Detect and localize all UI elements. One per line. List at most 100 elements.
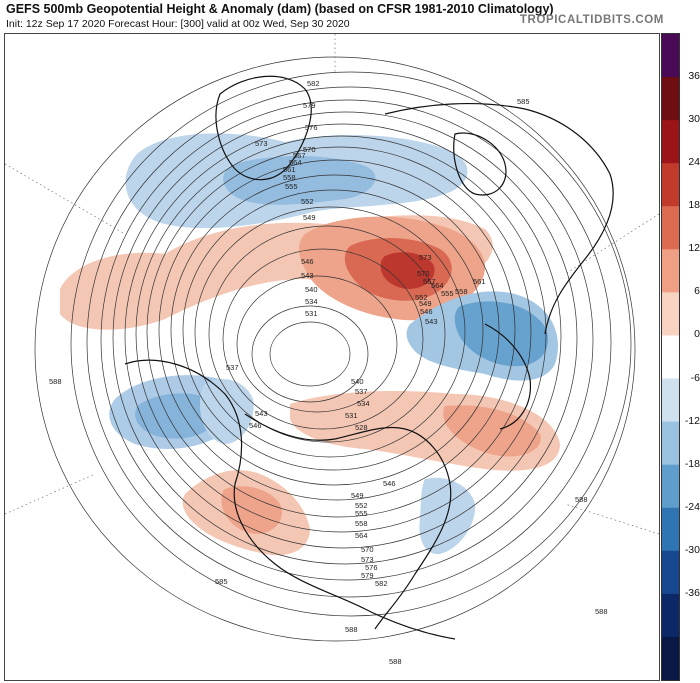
colorbar-tick-label: -6 — [690, 371, 700, 384]
contour-label: 540 — [305, 285, 318, 294]
contour-label: 588 — [389, 657, 402, 666]
contour-label: 543 — [301, 271, 314, 280]
negative-anomaly-north-core — [223, 155, 376, 205]
contour-label: 588 — [345, 625, 358, 634]
contour-label: 570 — [361, 545, 374, 554]
colorbar-tick-label: -12 — [684, 414, 700, 427]
contour-label: 552 — [301, 197, 314, 206]
graticule — [5, 34, 659, 535]
contour-label: 546 — [249, 421, 262, 430]
contour-label: 537 — [226, 363, 239, 372]
colorbar-tick-label: 12 — [688, 242, 700, 255]
coastlines — [124, 75, 614, 640]
colorbar-segment — [662, 464, 679, 509]
positive-anomaly-siberia-peak — [380, 252, 435, 289]
contour-label: 555 — [441, 289, 454, 298]
contour-label: 582 — [307, 79, 320, 88]
contour-label: 546 — [420, 307, 433, 316]
contour-label: 558 — [355, 519, 368, 528]
colorbar-tick-label: -36 — [684, 586, 700, 599]
map-panel: 582 579 576 573 570 567 564 561 558 555 … — [4, 33, 660, 681]
contour-label: 561 — [473, 277, 486, 286]
contour-label: 588 — [575, 495, 588, 504]
colorbar-tick-label: 36 — [688, 70, 700, 83]
colorbar-tick-label: 0 — [694, 328, 700, 341]
colorbar-tick-label: 6 — [694, 285, 700, 298]
contour-label: 549 — [351, 491, 364, 500]
contour-label: 534 — [357, 399, 370, 408]
contour-label: 543 — [425, 317, 438, 326]
colorbar-tick-label: 30 — [688, 113, 700, 126]
colorbar-tick-label: -30 — [684, 543, 700, 556]
contour-label: 570 — [303, 145, 316, 154]
contour-label: 537 — [355, 387, 368, 396]
contour-label: 567 — [423, 277, 436, 286]
eurasia-coast — [384, 102, 614, 335]
contour-label: 564 — [431, 281, 444, 290]
colorbar-segment — [662, 378, 679, 423]
north-america-coast — [124, 359, 456, 640]
colorbar-segment — [662, 34, 679, 78]
positive-anomaly-pacific-core — [443, 405, 541, 457]
contour-label: 570 — [417, 269, 430, 278]
chart-subtitle: Init: 12z Sep 17 2020 Forecast Hour: [30… — [6, 18, 350, 30]
colorbar-labels: 36 30 24 18 12 6 0 -6 -12 -18 -24 -30 -36 — [680, 33, 700, 679]
colorbar-tick-label: 18 — [688, 199, 700, 212]
contour-label: 579 — [303, 101, 316, 110]
colorbar-gradient — [662, 34, 679, 680]
colorbar-segment — [662, 593, 679, 638]
colorbar-segment — [662, 163, 679, 207]
colorbar-segment — [662, 507, 679, 552]
contour-label: 552 — [415, 293, 428, 302]
colorbar-segment — [662, 550, 679, 595]
contour-label: 558 — [455, 287, 468, 296]
colorbar-segment — [662, 120, 679, 164]
contour-label: 564 — [289, 158, 302, 167]
contour-label: 555 — [355, 509, 368, 518]
contour-label: 585 — [215, 577, 228, 586]
contour-label: 540 — [351, 377, 364, 386]
colorbar-segment — [662, 335, 679, 380]
colorbar-tick-label: 24 — [688, 156, 700, 169]
contour-label: 552 — [355, 501, 368, 510]
height-contours — [34, 56, 636, 642]
contour-label: 549 — [303, 213, 316, 222]
colorbar-tick-label: -18 — [684, 457, 700, 470]
contour-label: 549 — [419, 299, 432, 308]
colorbar-segment — [662, 292, 679, 336]
scandinavia-coast — [453, 132, 507, 196]
colorbar-segment — [662, 206, 679, 250]
negative-anomaly-atlantic-core — [135, 393, 219, 439]
contour-label: 585 — [517, 97, 530, 106]
contour-label: 582 — [375, 579, 388, 588]
colorbar — [661, 33, 680, 681]
colorbar-tick-label: -24 — [684, 500, 700, 513]
contour-label: 588 — [595, 607, 608, 616]
contour-label: 528 — [355, 423, 368, 432]
contour-label: 573 — [255, 139, 268, 148]
contour-label: 579 — [361, 571, 374, 580]
contour-label: 561 — [283, 165, 296, 174]
contour-label: 558 — [283, 173, 296, 182]
contour-label: 588 — [49, 377, 62, 386]
anomaly-shading — [60, 133, 560, 556]
contour-label: 573 — [419, 253, 432, 262]
contour-label: 531 — [305, 309, 318, 318]
contour-label: 546 — [301, 257, 314, 266]
positive-anomaly-western-us-core — [221, 486, 283, 534]
contour-label: 543 — [255, 409, 268, 418]
contour-label: 567 — [293, 151, 306, 160]
east-asia-coast — [484, 323, 532, 430]
greenland-outline — [215, 75, 312, 181]
colorbar-segment — [662, 421, 679, 466]
contour-labels: 582 579 576 573 570 567 564 561 558 555 … — [49, 79, 608, 666]
brand-watermark: TROPICALTIDBITS.COM — [519, 14, 664, 26]
contour-label: 576 — [365, 563, 378, 572]
chart-title: GEFS 500mb Geopotential Height & Anomaly… — [6, 2, 554, 16]
contour-label: 555 — [285, 182, 298, 191]
alaska-canada-coast — [244, 413, 452, 630]
colorbar-segment — [662, 636, 679, 680]
contour-label: 564 — [355, 531, 368, 540]
contour-label: 573 — [361, 555, 374, 564]
colorbar-segment — [662, 77, 679, 121]
